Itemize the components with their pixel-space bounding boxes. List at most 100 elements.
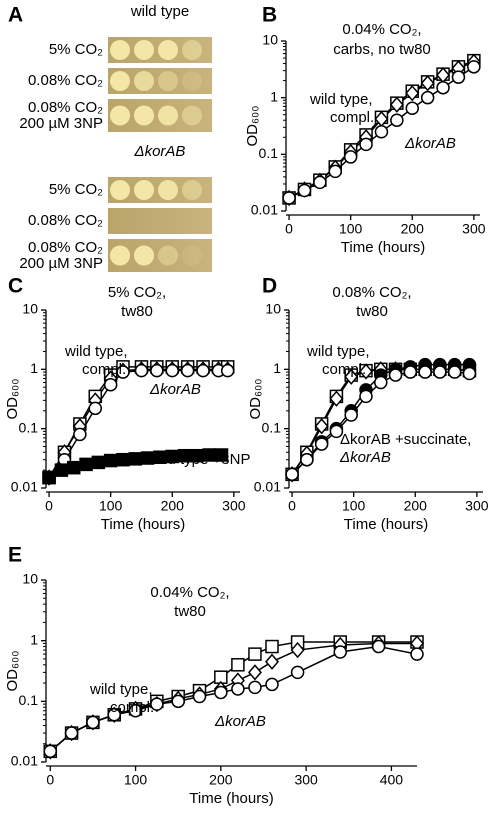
marker bbox=[374, 375, 388, 390]
marker bbox=[420, 75, 435, 92]
annotation: tw80 bbox=[356, 303, 388, 320]
colony-spot bbox=[158, 71, 178, 91]
marker bbox=[314, 437, 329, 451]
colony-spot bbox=[182, 40, 202, 60]
y-tick-label: 0.1 bbox=[262, 419, 282, 435]
x-axis-label: Time (hours) bbox=[101, 516, 185, 533]
marker bbox=[128, 703, 143, 718]
marker bbox=[79, 457, 93, 472]
x-tick-label: 0 bbox=[288, 498, 296, 514]
group-title: ΔkorAB bbox=[134, 143, 186, 160]
marker bbox=[344, 408, 358, 422]
annotation: tw80 bbox=[121, 303, 153, 320]
annotation: compl. bbox=[322, 361, 366, 378]
colony-spot bbox=[134, 71, 154, 91]
colony-spot bbox=[110, 40, 130, 60]
annotation: wild type, bbox=[89, 681, 153, 698]
marker bbox=[344, 368, 359, 385]
row-label: 5% CO₂ bbox=[49, 181, 103, 198]
row-label: 200 µM 3NP bbox=[19, 115, 103, 132]
x-tick-label: 300 bbox=[465, 498, 489, 514]
marker bbox=[285, 467, 299, 482]
marker bbox=[405, 101, 420, 116]
x-tick-label: 400 bbox=[380, 772, 404, 788]
colony-spot bbox=[134, 105, 154, 126]
x-tick-label: 300 bbox=[222, 498, 246, 514]
marker bbox=[371, 639, 386, 654]
row-label: 0.08% CO₂ bbox=[28, 212, 103, 229]
panel-label: C bbox=[8, 275, 23, 298]
marker bbox=[418, 365, 432, 379]
y-axis-label: OD₆₀₀ bbox=[247, 378, 264, 419]
marker bbox=[374, 125, 389, 139]
y-tick-label: 10 bbox=[22, 301, 38, 317]
panel-label: E bbox=[8, 544, 22, 567]
marker bbox=[328, 164, 343, 179]
marker bbox=[103, 453, 118, 468]
marker bbox=[282, 191, 296, 205]
x-tick-label: 200 bbox=[404, 498, 428, 514]
colony-spot bbox=[182, 105, 202, 126]
marker bbox=[313, 175, 327, 190]
annotation: ΔkorAB bbox=[214, 713, 266, 730]
annotation: ΔkorAB bbox=[404, 135, 456, 152]
group-title: wild type bbox=[130, 3, 189, 20]
marker bbox=[388, 368, 403, 382]
x-tick-label: 100 bbox=[99, 498, 123, 514]
y-tick-label: 1 bbox=[30, 360, 38, 376]
colony-spot bbox=[110, 180, 130, 200]
marker bbox=[297, 183, 312, 198]
colony-spot bbox=[110, 105, 130, 126]
row-label: 0.08% CO₂ bbox=[28, 72, 103, 89]
colony-spot bbox=[134, 180, 154, 200]
annotation: wild type, bbox=[309, 91, 373, 108]
x-tick-label: 0 bbox=[46, 772, 54, 788]
x-tick-label: 300 bbox=[462, 221, 486, 237]
marker bbox=[192, 689, 207, 704]
panel-label: A bbox=[8, 4, 23, 27]
marker bbox=[447, 365, 462, 379]
annotation: wild type, bbox=[306, 343, 370, 360]
series-line bbox=[49, 645, 418, 752]
marker bbox=[86, 715, 100, 730]
marker bbox=[265, 639, 279, 654]
row-label: 0.08% CO₂ bbox=[28, 99, 103, 116]
marker bbox=[403, 365, 418, 379]
annotation: carbs, no tw80 bbox=[333, 41, 431, 58]
marker bbox=[165, 363, 180, 378]
marker bbox=[116, 365, 130, 379]
y-tick-label: 1 bbox=[270, 88, 278, 104]
y-axis-label: OD₆₀₀ bbox=[4, 650, 21, 691]
marker bbox=[116, 452, 130, 467]
colony-spot bbox=[134, 245, 154, 266]
colony-spot bbox=[158, 40, 178, 60]
panel-label: D bbox=[262, 275, 277, 298]
marker bbox=[420, 90, 435, 105]
marker bbox=[180, 363, 195, 378]
annotation: 0.04% CO₂, bbox=[150, 584, 229, 601]
marker bbox=[150, 363, 164, 378]
colony-spot bbox=[158, 105, 178, 126]
y-tick-label: 0.01 bbox=[11, 753, 38, 769]
colony-spot bbox=[158, 180, 178, 200]
y-axis-label: OD₆₀₀ bbox=[244, 105, 261, 146]
marker bbox=[314, 418, 329, 435]
marker bbox=[88, 401, 103, 416]
marker bbox=[214, 685, 228, 700]
colony-spot bbox=[182, 180, 202, 200]
x-tick-label: 100 bbox=[124, 772, 148, 788]
plate-strip bbox=[108, 208, 212, 234]
y-tick-label: 0.1 bbox=[19, 419, 39, 435]
marker bbox=[410, 647, 424, 661]
annotation: compl. bbox=[330, 109, 374, 126]
colony-spot bbox=[182, 71, 202, 91]
marker bbox=[462, 366, 477, 381]
marker bbox=[390, 113, 404, 127]
y-tick-label: 0.01 bbox=[254, 479, 281, 495]
marker bbox=[150, 697, 164, 711]
marker bbox=[290, 641, 305, 659]
marker bbox=[333, 645, 347, 659]
marker bbox=[451, 70, 466, 84]
y-tick-label: 0.01 bbox=[251, 202, 278, 218]
marker bbox=[128, 452, 143, 466]
